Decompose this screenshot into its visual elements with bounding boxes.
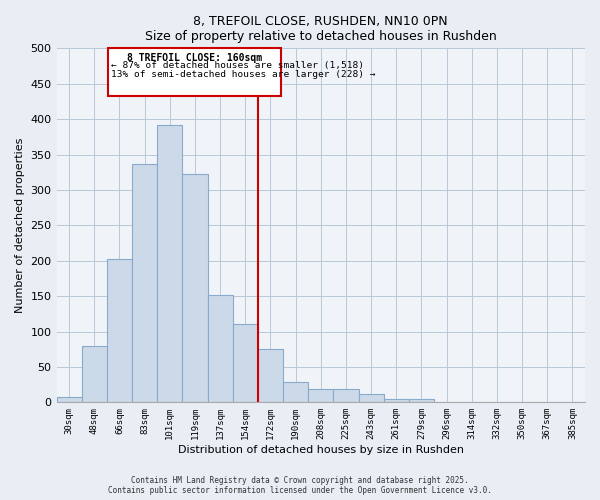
Bar <box>107 260 132 402</box>
Bar <box>308 389 334 402</box>
Title: 8, TREFOIL CLOSE, RUSHDEN, NN10 0PN
Size of property relative to detached houses: 8, TREFOIL CLOSE, RUSHDEN, NN10 0PN Size… <box>145 15 497 43</box>
Bar <box>208 296 233 403</box>
Bar <box>409 399 434 402</box>
Bar <box>258 349 283 403</box>
FancyBboxPatch shape <box>108 48 281 96</box>
Text: Contains HM Land Registry data © Crown copyright and database right 2025.
Contai: Contains HM Land Registry data © Crown c… <box>108 476 492 495</box>
Text: 8 TREFOIL CLOSE: 160sqm: 8 TREFOIL CLOSE: 160sqm <box>127 52 262 62</box>
Bar <box>233 324 258 402</box>
Bar <box>383 399 409 402</box>
Bar <box>132 164 157 402</box>
Bar <box>334 389 359 402</box>
Bar <box>283 382 308 402</box>
Y-axis label: Number of detached properties: Number of detached properties <box>15 138 25 313</box>
Bar <box>82 346 107 403</box>
Bar <box>157 125 182 402</box>
X-axis label: Distribution of detached houses by size in Rushden: Distribution of detached houses by size … <box>178 445 464 455</box>
Text: 13% of semi-detached houses are larger (228) →: 13% of semi-detached houses are larger (… <box>110 70 375 80</box>
Bar <box>182 174 208 402</box>
Bar <box>56 396 82 402</box>
Text: ← 87% of detached houses are smaller (1,518): ← 87% of detached houses are smaller (1,… <box>110 61 364 70</box>
Bar <box>359 394 383 402</box>
